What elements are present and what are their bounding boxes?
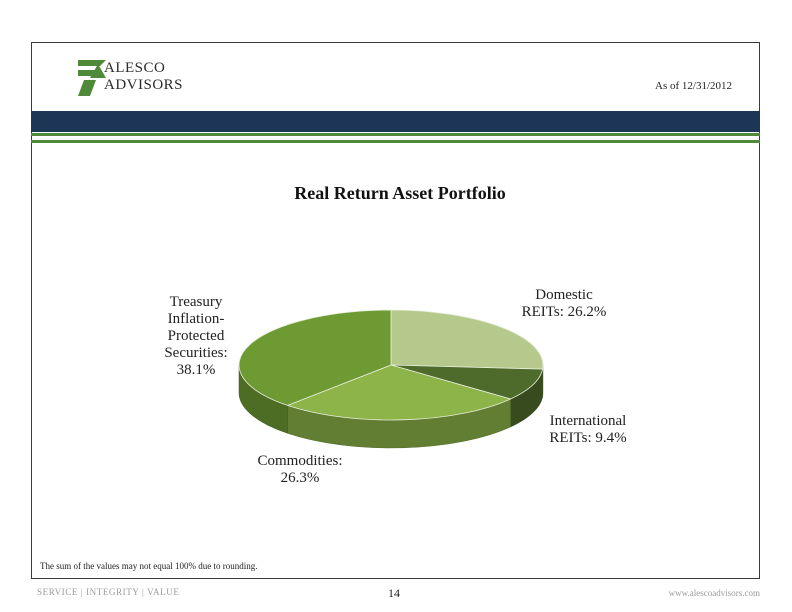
label-commodities-value: 26.3% xyxy=(280,470,320,486)
label-domestic-value: REITs: 26.2% xyxy=(521,304,607,320)
header-navy-bar xyxy=(31,111,760,132)
label-domestic-line: Domestic xyxy=(535,287,593,303)
pie-slice xyxy=(390,364,544,400)
company-logo xyxy=(78,60,106,96)
pie-slice xyxy=(286,364,512,421)
label-treasury-line: Inflation- xyxy=(167,311,225,327)
label-commodities-line: Commodities: xyxy=(257,453,343,469)
header-green-rule-2 xyxy=(31,140,760,143)
as-of-date: As of 12/31/2012 xyxy=(655,80,732,92)
pie-slice xyxy=(238,309,392,406)
footnote: The sum of the values may not equal 100%… xyxy=(40,561,258,571)
footer-website: www.alescoadvisors.com xyxy=(668,588,760,598)
footer-tagline: SERVICE | INTEGRITY | VALUE xyxy=(37,587,180,597)
logo-line-1: ALESCO xyxy=(104,60,166,76)
page-number: 14 xyxy=(388,586,400,600)
label-treasury-line: Treasury xyxy=(169,294,223,310)
slide-frame xyxy=(31,42,760,579)
logo-line-2: ADVISORS xyxy=(104,77,184,93)
label-international-value: REITs: 9.4% xyxy=(549,430,627,446)
label-international-line: International xyxy=(549,413,627,429)
chart-title: Real Return Asset Portfolio xyxy=(294,183,506,203)
logo-wordmark: ALESCO ADVISORS xyxy=(104,60,183,94)
label-treasury-line: Protected xyxy=(167,328,225,344)
label-commodities: Commodities: 26.3% xyxy=(245,453,355,487)
pie-slice xyxy=(390,309,544,370)
label-domestic-reits: Domestic REITs: 26.2% xyxy=(505,287,623,321)
header-green-rule xyxy=(31,133,760,136)
label-international-reits: International REITs: 9.4% xyxy=(536,413,640,447)
label-treasury-value: 38.1% xyxy=(176,362,216,378)
label-treasury-line: Securities: xyxy=(164,345,228,361)
label-treasury: Treasury Inflation- Protected Securities… xyxy=(150,294,242,379)
